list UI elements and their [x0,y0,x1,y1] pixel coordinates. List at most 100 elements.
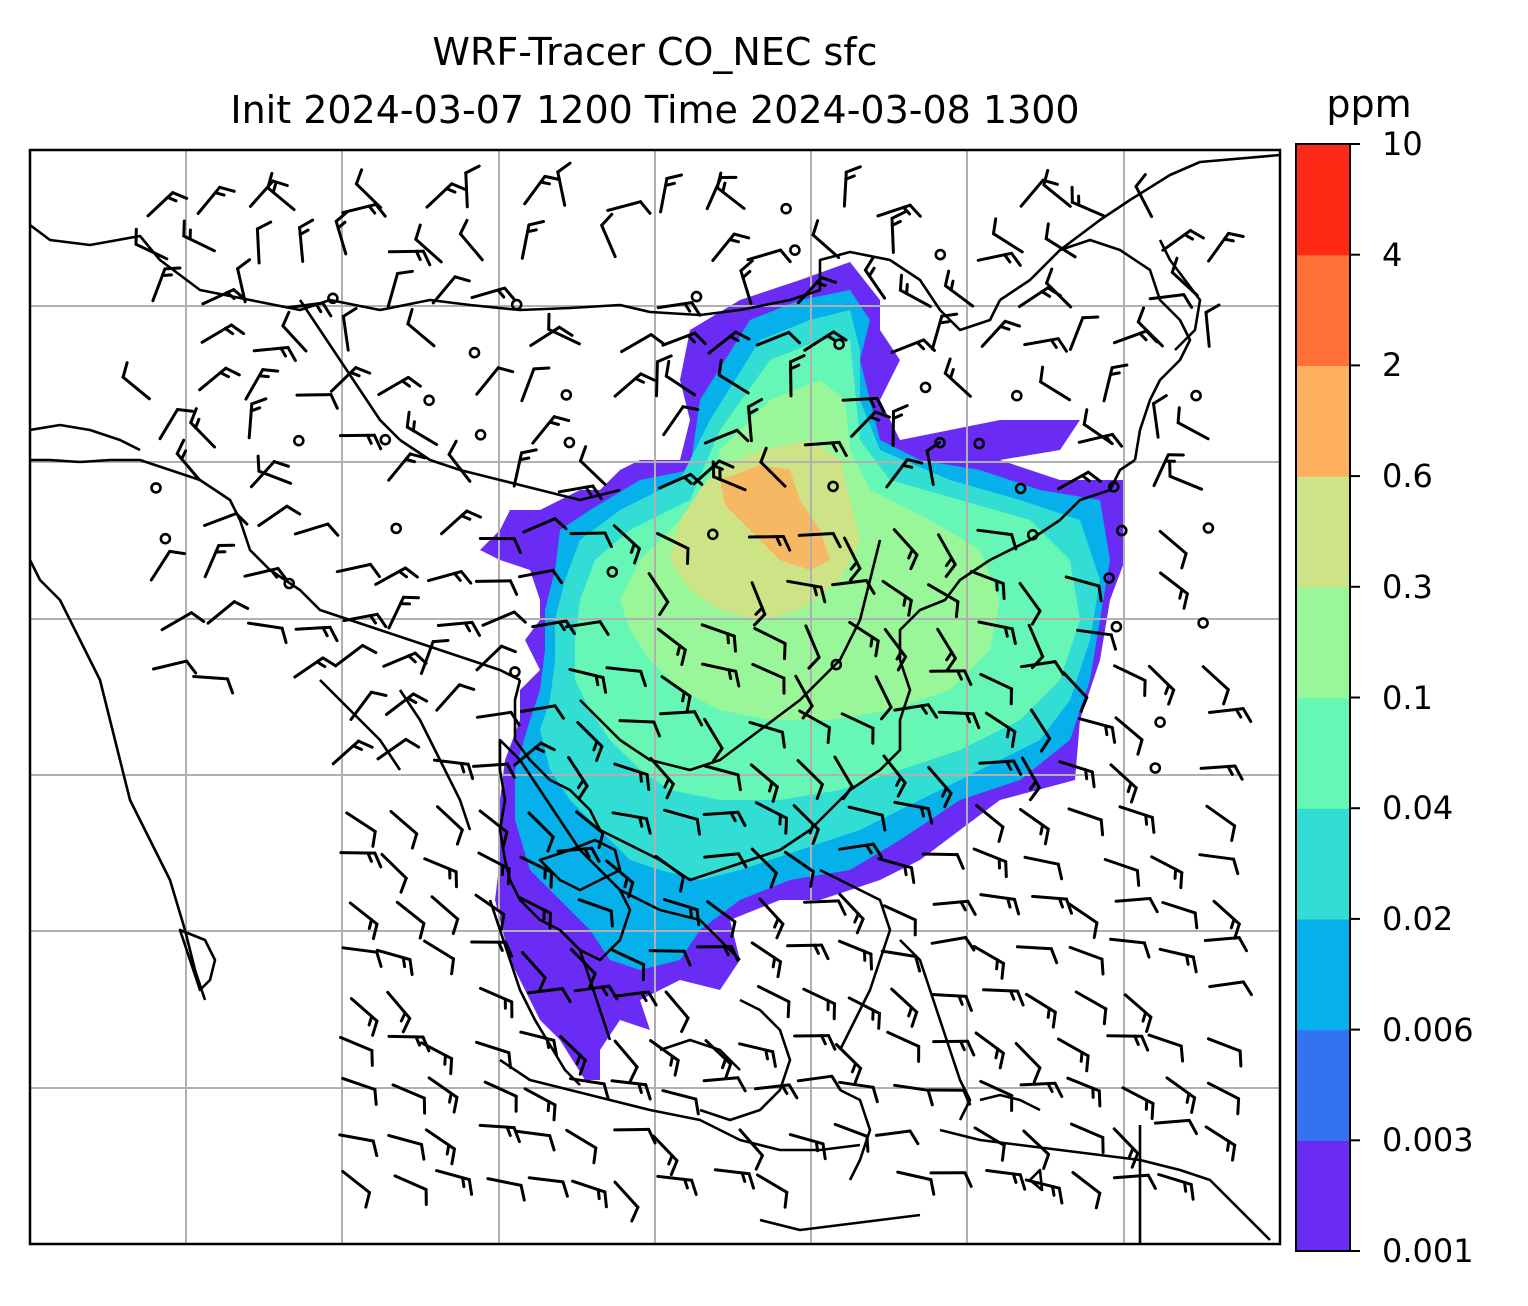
wind-barb-feather [992,217,998,236]
wind-barb-feather [466,762,475,781]
wind-barb-feather [1136,306,1146,324]
wind-barb-feather [768,780,774,793]
wind-barb-feather [711,460,716,479]
wind-barb-feather [747,1172,755,1190]
wind-barb-feather [1152,394,1168,406]
calm-wind-circle [1108,480,1120,493]
calm-wind-circle [1190,389,1202,402]
wind-barb-staff [796,759,824,786]
wind-barb-feather [609,909,614,928]
wind-barb-feather [328,625,339,643]
wind-barb-staff [406,322,436,348]
colorbar [1296,143,1360,1252]
wind-barb-staff [831,579,868,587]
wind-barb-feather [774,535,782,547]
wind-barb-feather [964,711,972,724]
wind-barb-staff [1134,184,1154,219]
wind-barb-feather [995,579,999,592]
wind-barb-feather [941,786,948,798]
wind-barb-staff [1103,858,1139,872]
wind-barb-feather [627,881,635,899]
calm-wind-circle [423,394,435,407]
wind-barb-feather [406,308,414,326]
wind-barb-feather [732,634,737,653]
wind-barb-feather [681,405,700,411]
wind-barb-feather [739,259,754,273]
colorbar-tick-label: 0.04 [1382,789,1454,828]
wind-barb-feather [1102,1007,1108,1026]
wind-barb-staff [753,626,787,645]
wind-barb-feather [694,1097,700,1116]
wind-barb-feather [865,1134,870,1153]
wind-barb-feather [1226,1140,1231,1152]
wind-barb-feather [553,517,568,531]
wind-barb-feather [460,514,472,521]
wind-barb-staff [703,428,739,445]
wind-barb-feather [1010,730,1017,749]
wind-barb-feather [639,372,656,382]
wind-barb-feather [908,203,922,218]
wind-barb-feather [399,876,408,894]
wind-barb-staff [522,517,557,534]
colorbar-tick-label: 0.003 [1382,1121,1474,1160]
wind-barb-feather [663,777,671,789]
wind-barb-feather [583,847,591,859]
wind-barb-feather [545,1037,551,1049]
wind-barb-feather [279,346,287,358]
wind-barb-feather [1046,1007,1051,1019]
wind-barb-feather [543,174,561,181]
wind-barb-feather [850,1061,858,1074]
wind-barb-staff [341,314,350,352]
wind-barb-staff [464,171,469,209]
wind-barb-feather [213,191,226,197]
wind-barb-feather [784,816,789,835]
wind-barb-feather [1046,1082,1054,1093]
wind-barb-feather [808,823,815,835]
wind-barb-feather [1032,1066,1042,1084]
wind-barb-staff [295,393,333,397]
wind-barb-staff [569,947,597,976]
wind-barb-feather [229,323,246,336]
wind-barb-staff [339,851,377,855]
wind-barb-staff [257,469,293,485]
calm-wind-circle [468,346,481,359]
wind-barb-feather [420,1142,426,1161]
wind-barb-staff [481,610,516,627]
wind-barb-feather [895,649,903,661]
wind-barb-feather [864,579,876,595]
wind-barb-feather [963,669,973,686]
calm-wind-circle [1026,528,1039,541]
wind-barb-feather [695,817,701,836]
wind-barb-feather [443,1053,447,1066]
wind-barb-feather [732,232,751,240]
wind-barb-feather [1044,222,1050,241]
wind-barb-feather [527,220,545,227]
wind-barb-feather [512,537,522,554]
wind-barb-feather [1080,474,1091,483]
wind-barb-staff [803,899,840,904]
wind-barb-staff [896,1170,933,1182]
wind-barb-feather [688,906,693,919]
wind-barb-staff [1068,945,1104,961]
wind-barb-staff [518,568,555,579]
colorbar-segment [1296,1029,1350,1141]
wind-barb-feather [786,1000,791,1019]
wind-barb-staff [1208,980,1245,989]
wind-barb-staff [930,993,968,998]
colorbar-tick-label: 2 [1382,346,1403,385]
wind-barb-feather [873,410,891,419]
wind-barb-feather [445,187,457,194]
wind-barb-feather [827,1034,837,1051]
wind-barb-staff [703,764,740,777]
wind-barb-feather [1167,688,1176,706]
wind-barb-feather [764,1048,769,1061]
wind-barb-staff [387,249,425,254]
wind-barb-staff [647,572,670,604]
wind-barb-feather [365,433,373,445]
wind-barb-feather [556,161,572,174]
wind-barb-feather [552,1103,557,1122]
wind-barb-feather [949,279,955,292]
wind-barb-feather [578,1058,587,1076]
wind-barb-staff [414,237,443,264]
map-panel [30,150,1280,1244]
